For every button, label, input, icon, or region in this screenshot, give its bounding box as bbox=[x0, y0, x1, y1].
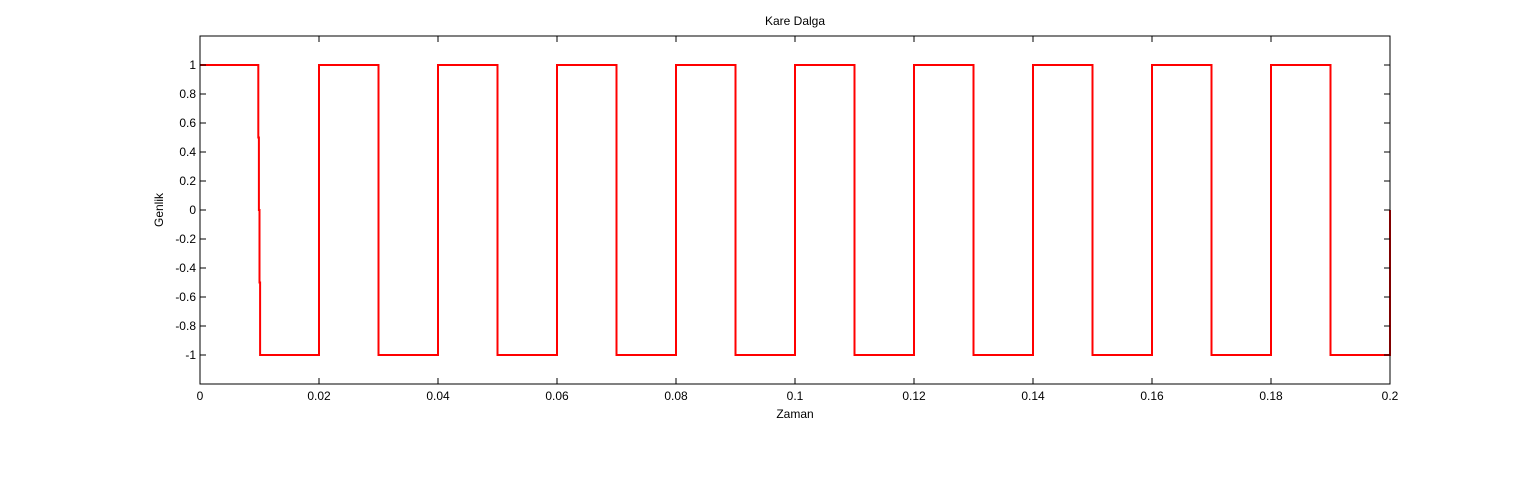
series-layer bbox=[200, 64, 1391, 356]
x-tick-label: 0 bbox=[197, 389, 204, 403]
x-tick-label: 0.06 bbox=[545, 389, 569, 403]
y-tick-label: -0.4 bbox=[175, 261, 196, 275]
x-tick-label: 0.02 bbox=[307, 389, 331, 403]
series-line-0 bbox=[200, 64, 1391, 356]
y-tick-label: 0 bbox=[189, 203, 196, 217]
x-axis-label: Zaman bbox=[776, 407, 813, 421]
x-tick-label: 0.12 bbox=[902, 389, 926, 403]
y-tick-label: -0.8 bbox=[175, 319, 196, 333]
y-tick-label: -0.2 bbox=[175, 232, 196, 246]
y-tick-label: 0.2 bbox=[179, 174, 196, 188]
x-tick-label: 0.18 bbox=[1259, 389, 1283, 403]
x-tick-label: 0.14 bbox=[1021, 389, 1045, 403]
y-tick-label: 1 bbox=[189, 58, 196, 72]
x-axis-ticks: 0 0.02 0.04 0.06 0.08 0.1 0.12 0.14 0.16 0.18 0.2 bbox=[197, 36, 1399, 403]
x-tick-label: 0.16 bbox=[1140, 389, 1164, 403]
y-tick-label: 0.8 bbox=[179, 87, 196, 101]
x-tick-label: 0.04 bbox=[426, 389, 450, 403]
y-axis-label: Genlik bbox=[152, 192, 166, 227]
x-tick-label: 0.08 bbox=[664, 389, 688, 403]
chart-title: Kare Dalga bbox=[765, 14, 825, 28]
x-tick-label: 0.2 bbox=[1382, 389, 1399, 403]
y-tick-label: 0.6 bbox=[179, 116, 196, 130]
y-axis-ticks: 1 0.8 0.6 0.4 0.2 0 -0.2 -0.4 -0.6 -0.8 -1 bbox=[175, 58, 1390, 362]
y-tick-label: -0.6 bbox=[175, 290, 196, 304]
y-tick-label: -1 bbox=[185, 348, 196, 362]
x-tick-label: 0.1 bbox=[787, 389, 804, 403]
y-tick-label: 0.4 bbox=[179, 145, 196, 159]
